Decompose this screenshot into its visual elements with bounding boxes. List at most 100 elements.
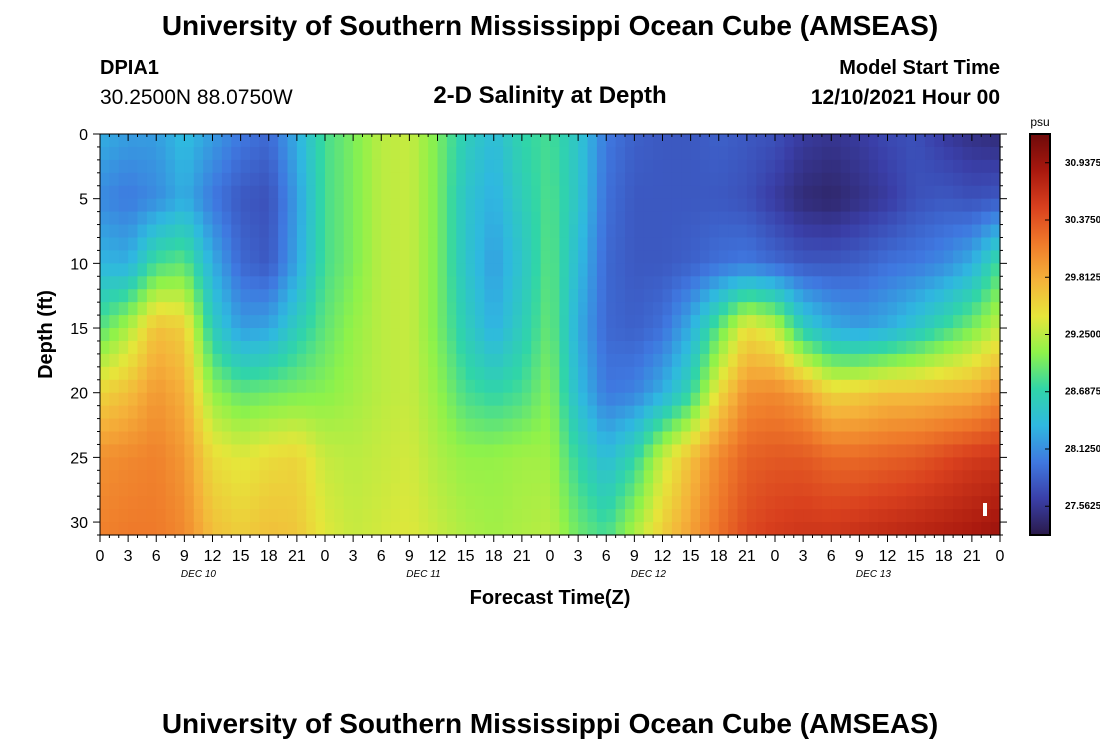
heatmap-cell (653, 340, 664, 355)
heatmap-cell (118, 392, 129, 407)
heatmap-cell (746, 470, 757, 484)
heatmap-cell (943, 224, 954, 239)
heatmap-cell (596, 302, 607, 316)
heatmap-cell (559, 470, 570, 484)
heatmap-cell (306, 431, 317, 446)
heatmap-cell (315, 198, 326, 213)
heatmap-cell (550, 198, 560, 213)
heatmap-cell (840, 328, 851, 342)
heatmap-cell (728, 366, 739, 381)
heatmap-cell (934, 315, 945, 329)
heatmap-cell (793, 211, 804, 226)
heatmap-cell (634, 198, 645, 213)
heatmap-cell (400, 522, 410, 536)
heatmap-cell (531, 211, 542, 226)
heatmap-cell (231, 289, 242, 303)
heatmap-cell (203, 185, 214, 200)
heatmap-cell (746, 405, 757, 420)
heatmap-cell (915, 509, 926, 523)
heatmap-cell (915, 224, 926, 239)
heatmap-cell (587, 263, 598, 277)
heatmap-cell (887, 289, 898, 303)
heatmap-cell (578, 289, 589, 303)
heatmap-cell (268, 159, 279, 174)
heatmap-cell (137, 470, 148, 484)
heatmap-cell (231, 522, 242, 536)
heatmap-cell (428, 172, 439, 187)
heatmap-cell (231, 470, 242, 484)
heatmap-cell (250, 470, 260, 484)
heatmap-cell (465, 509, 476, 523)
heatmap-cell (878, 457, 889, 471)
heatmap-cell (718, 185, 729, 200)
heatmap-cell (634, 224, 645, 239)
heatmap-cell (475, 392, 485, 407)
heatmap-cell (503, 483, 514, 497)
heatmap-cell (343, 470, 354, 484)
heatmap-cell (662, 457, 673, 471)
heatmap-cell (681, 237, 692, 252)
heatmap-cell (634, 237, 645, 252)
heatmap-cell (146, 198, 157, 213)
heatmap-cell (643, 198, 654, 213)
heatmap-cell (671, 392, 682, 407)
heatmap-cell (803, 522, 814, 536)
heatmap-cell (671, 418, 682, 433)
heatmap-cell (437, 263, 448, 277)
heatmap-cell (896, 353, 907, 368)
heatmap-cell (606, 315, 617, 329)
heatmap-cell (493, 366, 504, 381)
heatmap-cell (531, 444, 542, 458)
page-title: University of Southern Mississippi Ocean… (161, 10, 939, 41)
heatmap-cell (568, 172, 579, 187)
heatmap-cell (737, 134, 748, 148)
heatmap-cell (784, 211, 795, 226)
heatmap-cell (915, 172, 926, 187)
heatmap-cell (221, 470, 232, 484)
heatmap-cell (484, 470, 495, 484)
heatmap-cell (793, 198, 804, 213)
heatmap-cell (634, 185, 645, 200)
heatmap-cell (878, 418, 889, 433)
heatmap-cell (906, 379, 917, 394)
heatmap-cell (878, 392, 889, 407)
heatmap-cell (896, 379, 907, 394)
colorbar-tick-label: 29.8125 (1065, 272, 1100, 283)
heatmap-cell (671, 250, 682, 264)
heatmap-cell (690, 470, 701, 484)
heatmap-cell (840, 146, 851, 161)
heatmap-cell (765, 509, 776, 523)
heatmap-cell (306, 392, 317, 407)
heatmap-cell (643, 444, 654, 458)
heatmap-cell (840, 276, 851, 290)
heatmap-cell (943, 315, 954, 329)
heatmap-cell (287, 263, 298, 277)
heatmap-cell (137, 315, 148, 329)
heatmap-cell (915, 198, 926, 213)
heatmap-cell (484, 418, 495, 433)
heatmap-cell (981, 366, 992, 381)
heatmap-cell (681, 172, 692, 187)
heatmap-cell (146, 185, 157, 200)
heatmap-cell (887, 496, 898, 510)
heatmap-cell (203, 172, 214, 187)
heatmap-cell (400, 379, 410, 394)
heatmap-cell (259, 302, 270, 316)
heatmap-cell (278, 237, 289, 252)
heatmap-cell (165, 328, 176, 342)
heatmap-cell (737, 379, 748, 394)
heatmap-cell (662, 224, 673, 239)
heatmap-cell (343, 366, 354, 381)
heatmap-cell (643, 457, 654, 471)
heatmap-cell (568, 444, 579, 458)
heatmap-cell (896, 509, 907, 523)
heatmap-cell (221, 328, 232, 342)
heatmap-cell (109, 146, 120, 161)
heatmap-cell (353, 379, 364, 394)
heatmap-cell (625, 134, 635, 148)
heatmap-cell (868, 483, 879, 497)
heatmap-cell (662, 276, 673, 290)
heatmap-cell (240, 509, 251, 523)
heatmap-cell (240, 418, 251, 433)
heatmap-cell (700, 340, 710, 355)
